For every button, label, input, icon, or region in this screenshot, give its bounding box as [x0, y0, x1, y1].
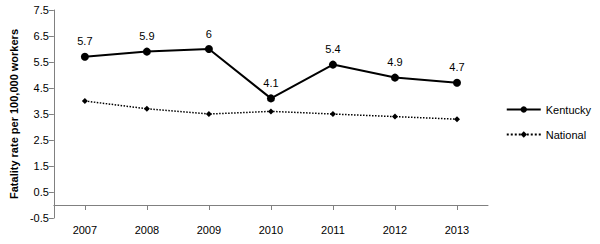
svg-text:2009: 2009 — [197, 224, 221, 236]
svg-text:2013: 2013 — [445, 224, 469, 236]
svg-text:5.5: 5.5 — [34, 56, 49, 68]
svg-text:2010: 2010 — [259, 224, 283, 236]
svg-text:1.5: 1.5 — [34, 160, 49, 172]
svg-text:6: 6 — [206, 28, 212, 40]
svg-text:7.5: 7.5 — [34, 4, 49, 16]
svg-text:4.9: 4.9 — [387, 56, 402, 68]
svg-text:2007: 2007 — [73, 224, 97, 236]
svg-text:4.7: 4.7 — [449, 61, 464, 73]
svg-text:2008: 2008 — [135, 224, 159, 236]
svg-text:2012: 2012 — [383, 224, 407, 236]
svg-text:National: National — [546, 129, 586, 141]
svg-text:6.5: 6.5 — [34, 30, 49, 42]
svg-text:2011: 2011 — [321, 224, 345, 236]
svg-text:5.4: 5.4 — [325, 43, 340, 55]
svg-text:-0.5: -0.5 — [30, 212, 49, 224]
svg-text:Kentucky: Kentucky — [546, 104, 592, 116]
svg-text:2.5: 2.5 — [34, 134, 49, 146]
svg-text:0.5: 0.5 — [34, 186, 49, 198]
svg-text:Fatality rate per 100,000 work: Fatality rate per 100,000 workers — [8, 29, 20, 199]
svg-text:4.5: 4.5 — [34, 82, 49, 94]
svg-text:4.1: 4.1 — [263, 77, 278, 89]
svg-text:3.5: 3.5 — [34, 108, 49, 120]
svg-text:5.7: 5.7 — [77, 35, 92, 47]
svg-text:5.9: 5.9 — [139, 30, 154, 42]
